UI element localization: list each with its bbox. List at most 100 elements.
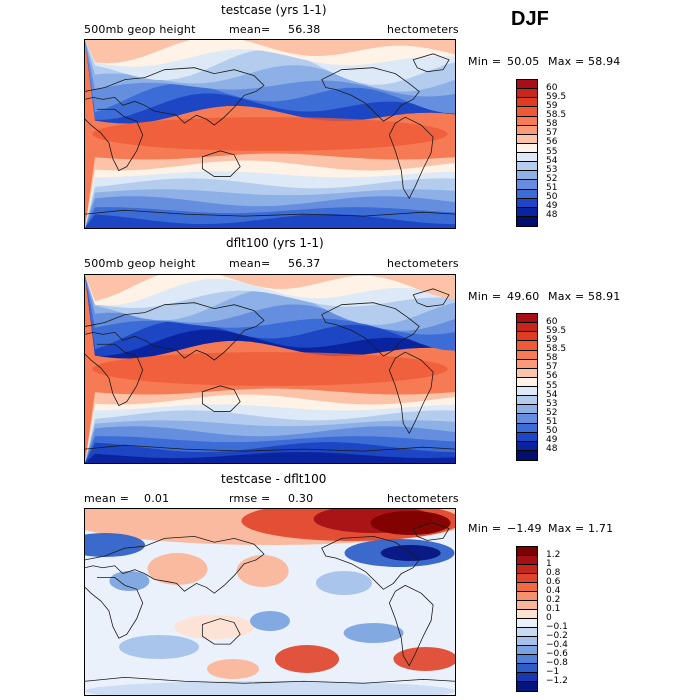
- panel3-map-blob: [370, 511, 451, 535]
- panel2-legend-box: [517, 450, 537, 460]
- panel1-max-label: Max =: [548, 55, 585, 68]
- panel3-map-blob: [343, 623, 404, 643]
- panel3-legend-tick: 0.6: [546, 576, 561, 587]
- panel3-legend-tick: 0.8: [546, 567, 561, 578]
- panel2-map-band: [85, 452, 455, 463]
- panel1-min: 50.05: [507, 55, 540, 68]
- panel1-legend-tick: 56: [546, 137, 558, 148]
- panel1-map-band: [85, 214, 455, 228]
- panel2-coastline: [321, 302, 420, 357]
- panel1-coastline: [85, 108, 144, 172]
- panel3-min: −1.49: [507, 522, 542, 535]
- panel2-map-band: [85, 275, 455, 306]
- panel2-legend-box: [517, 405, 537, 415]
- panel1-legend-box: [517, 89, 537, 99]
- panel3-legend-box: [517, 682, 537, 691]
- panel3-legend-box: [517, 628, 537, 637]
- panel3-legend-box: [517, 565, 537, 574]
- panel3-coastline: [201, 618, 241, 645]
- panel1-legend-tick: 49: [546, 201, 558, 212]
- panel3-legend-box: [517, 637, 537, 646]
- panel1-legend-box: [517, 162, 537, 172]
- panel2-coastline: [388, 351, 434, 435]
- panel2-legend-tick: 58: [546, 353, 558, 364]
- panel2-max-label: Max =: [548, 290, 585, 303]
- panel3-map-blob: [174, 615, 255, 639]
- panel1-field: 500mb geop height: [84, 23, 196, 36]
- panel1-legend-box: [517, 134, 537, 144]
- panel3-legend-box: [517, 655, 537, 664]
- panel3-min-label: Min =: [468, 522, 502, 535]
- panel1-coastline: [85, 67, 265, 126]
- panel1-legend-tick: 48: [546, 210, 558, 221]
- panel2-legend-tick: 55: [546, 380, 558, 391]
- panel3-map-blob: [207, 659, 259, 679]
- panel2-coastline: [85, 302, 265, 361]
- panel3-title: testcase - dflt100: [221, 472, 327, 486]
- panel2-legend-box: [517, 323, 537, 333]
- panel2-legend-box: [517, 314, 537, 324]
- panel1-mean: 56.38: [288, 23, 321, 36]
- panel1-map-band: [92, 117, 448, 151]
- panel2-min-label: Min =: [468, 290, 502, 303]
- panel1-map: [84, 39, 456, 229]
- panel2-legend-box: [517, 414, 537, 424]
- panel1-legend-box: [517, 125, 537, 135]
- panel2-legend-tick: 57: [546, 362, 558, 373]
- panel3-legend-tick: 0.4: [546, 585, 561, 596]
- panel3-map-blob: [109, 571, 150, 591]
- panel1-min-label: Min =: [468, 55, 502, 68]
- panel3-legend-tick: −0.1: [546, 621, 568, 632]
- panel1-legend-box: [517, 216, 537, 226]
- panel1-coastline: [321, 67, 420, 122]
- panel3-coastline: [412, 522, 450, 541]
- panel1-legend-box: [517, 153, 537, 163]
- panel3-units: hectometers: [387, 492, 459, 505]
- panel3-map-blob: [236, 555, 289, 587]
- panel2-legend-box: [517, 396, 537, 406]
- panel3-legend-box: [517, 592, 537, 601]
- panel3-legend-box: [517, 556, 537, 565]
- panel1-title: testcase (yrs 1-1): [221, 3, 327, 17]
- panel2-max: 58.91: [588, 290, 621, 303]
- panel1-legend-tick: 60: [546, 82, 558, 93]
- panel3-legend-box: [517, 601, 537, 610]
- panel1-legend-box: [517, 198, 537, 208]
- panel1-legend-tick: 50: [546, 192, 558, 203]
- panel1-legend-box: [517, 116, 537, 126]
- panel2-legend-tick: 50: [546, 426, 558, 437]
- panel3-mean: 0.01: [144, 492, 170, 505]
- panel2-legend-box: [517, 332, 537, 342]
- panel2-coastline: [201, 385, 241, 412]
- panel2-legend-box: [517, 423, 537, 433]
- panel2-legend-box: [517, 350, 537, 360]
- panel3-max: 1.71: [588, 522, 614, 535]
- panel1-legend-box: [517, 80, 537, 90]
- panel1-legend-box: [517, 180, 537, 190]
- panel3-legend-tick: 0: [546, 612, 552, 623]
- panel3-map-blob: [275, 645, 339, 673]
- panel1-legend-tick: 57: [546, 128, 558, 139]
- panel2-title: dflt100 (yrs 1-1): [226, 236, 324, 250]
- panel3-map-blob: [147, 553, 208, 585]
- panel2-map-band: [85, 275, 455, 302]
- panel2-legend-tick: 52: [546, 407, 558, 418]
- panel3-legend: [516, 546, 538, 692]
- panel3-rmse-label: rmse =: [229, 492, 271, 505]
- panel1-legend-tick: 52: [546, 173, 558, 184]
- panel2-legend-tick: 54: [546, 389, 558, 400]
- panel3-map-blob: [85, 533, 145, 557]
- panel2-field: 500mb geop height: [84, 257, 196, 270]
- panel1-units: hectometers: [387, 23, 459, 36]
- panel3-legend-box: [517, 646, 537, 655]
- panel3-coastline: [85, 536, 265, 594]
- panel2-legend-tick: 48: [546, 444, 558, 455]
- panel1-legend-box: [517, 107, 537, 117]
- panel2-legend-box: [517, 377, 537, 387]
- panel2-units: hectometers: [387, 257, 459, 270]
- panel2-coastline: [412, 288, 450, 308]
- panel2-legend-tick: 59.5: [546, 325, 567, 336]
- panel1-legend-box: [517, 189, 537, 199]
- panel2-legend-tick: 51: [546, 417, 558, 427]
- panel3-legend-box: [517, 610, 537, 619]
